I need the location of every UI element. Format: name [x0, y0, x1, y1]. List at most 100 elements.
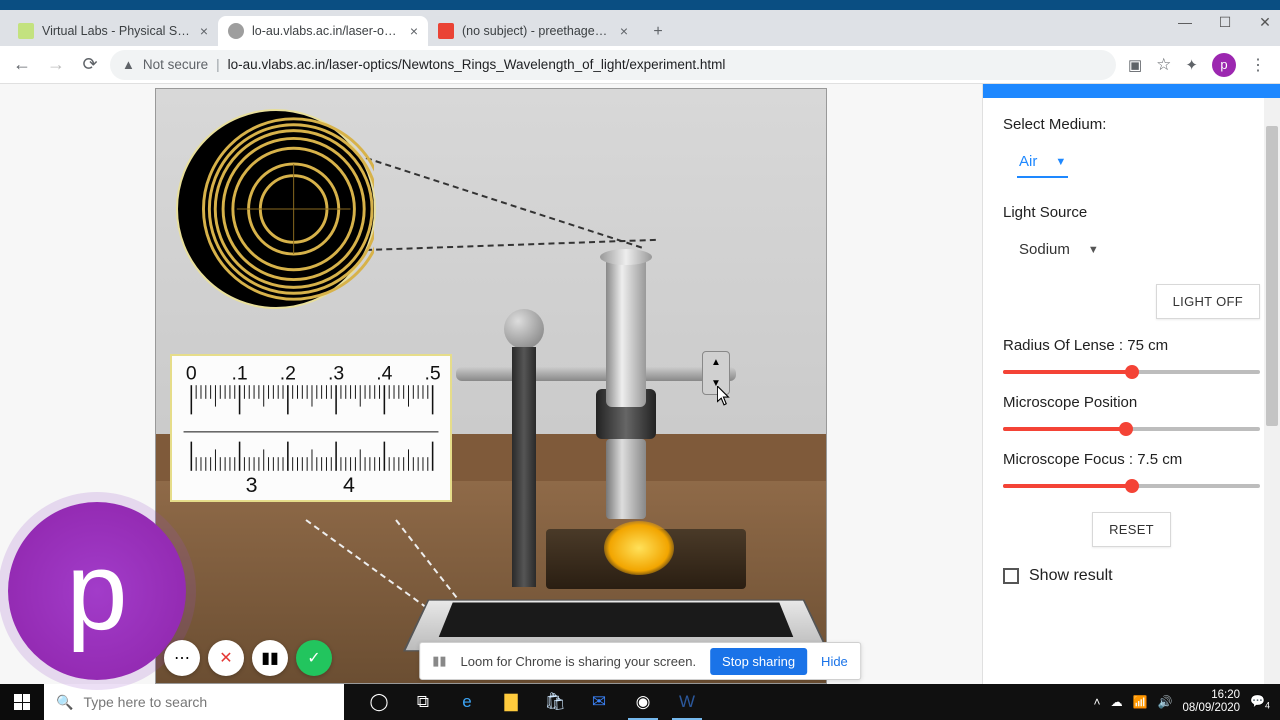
loom-pause-button[interactable]: ▮▮ [252, 640, 288, 676]
eyepiece-cap [600, 249, 652, 265]
microscope-apparatus: ▲▼ [456, 239, 816, 679]
panel-scrollbar[interactable] [1264, 98, 1280, 684]
tab-label: lo-au.vlabs.ac.in/laser-optics/Ne… [252, 24, 402, 38]
bookmark-icon[interactable]: ☆ [1156, 55, 1171, 75]
close-icon[interactable]: × [200, 23, 208, 39]
screen-share-bar: ▮▮ Loom for Chrome is sharing your scree… [419, 642, 861, 680]
svg-text:.1: .1 [231, 362, 247, 384]
favicon-icon [18, 23, 34, 39]
focus-slider[interactable] [1003, 484, 1260, 488]
window-minimize[interactable]: — [1176, 14, 1194, 31]
svg-text:.5: .5 [425, 362, 441, 384]
reset-button[interactable]: RESET [1092, 512, 1171, 547]
svg-text:0: 0 [186, 362, 197, 384]
svg-text:.2: .2 [280, 362, 296, 384]
window-close[interactable]: ✕ [1256, 14, 1274, 31]
profile-avatar[interactable]: p [1212, 53, 1236, 77]
loom-done-button[interactable]: ✓ [296, 640, 332, 676]
light-source-label: Light Source [1003, 204, 1260, 221]
chrome-icon[interactable]: ◉ [622, 684, 664, 720]
start-button[interactable] [0, 684, 44, 720]
base-track [439, 602, 794, 636]
reload-button[interactable]: ⟳ [76, 51, 104, 79]
focus-arrow-control[interactable]: ▲▼ [702, 351, 730, 395]
tray-onedrive-icon[interactable]: ☁ [1111, 695, 1123, 709]
window-controls: — ☐ ✕ [1176, 14, 1274, 31]
menu-icon[interactable]: ⋮ [1250, 55, 1266, 75]
url-text: lo-au.vlabs.ac.in/laser-optics/Newtons_R… [228, 57, 726, 72]
toolbar-actions: ▣ ☆ ✦ p ⋮ [1122, 53, 1272, 77]
radius-slider[interactable] [1003, 370, 1260, 374]
tab-virtual-labs[interactable]: Virtual Labs - Physical Sciences × [8, 16, 218, 46]
medium-value: Air [1019, 153, 1037, 170]
tray-volume-icon[interactable]: 🔊 [1158, 695, 1173, 709]
svg-text:.3: .3 [328, 362, 344, 384]
position-slider[interactable] [1003, 427, 1260, 431]
vernier-scale: 0 .1 .2 .3 .4 .5 3 4 [170, 354, 452, 502]
tab-strip: Virtual Labs - Physical Sciences × lo-au… [0, 10, 1280, 46]
show-result-label: Show result [1029, 567, 1113, 585]
radius-label: Radius Of Lense : 75 cm [1003, 337, 1260, 354]
address-bar[interactable]: ▲ Not secure | lo-au.vlabs.ac.in/laser-o… [110, 50, 1116, 80]
tray-chevron-icon[interactable]: ˄ [1094, 695, 1101, 709]
window-maximize[interactable]: ☐ [1216, 14, 1234, 31]
scrollbar-thumb[interactable] [1266, 126, 1278, 426]
simulation-canvas[interactable]: 0 .1 .2 .3 .4 .5 3 4 ▲▼ [155, 88, 827, 684]
new-tab-button[interactable]: + [644, 18, 672, 46]
taskbar-apps: ◯ ⧉ e ▇ 🛍 ✉ ◉ W [358, 684, 708, 720]
light-toggle-button[interactable]: LIGHT OFF [1156, 284, 1260, 319]
svg-text:3: 3 [246, 473, 258, 497]
page-content: 0 .1 .2 .3 .4 .5 3 4 ▲▼ [0, 84, 1280, 684]
windows-icon [14, 694, 30, 710]
sodium-light-spot [604, 521, 674, 575]
forward-button[interactable]: → [42, 51, 70, 79]
medium-label: Select Medium: [1003, 116, 1260, 133]
hide-share-bar-button[interactable]: Hide [821, 654, 848, 669]
globe-icon [228, 23, 244, 39]
browser-toolbar: ← → ⟳ ▲ Not secure | lo-au.vlabs.ac.in/l… [0, 46, 1280, 84]
show-result-checkbox[interactable] [1003, 568, 1019, 584]
light-source-value: Sodium [1019, 241, 1070, 258]
extensions-icon[interactable]: ✦ [1185, 56, 1198, 74]
eyepiece-tube [606, 257, 646, 407]
tab-label: (no subject) - preethageoti@gm… [462, 24, 612, 38]
chevron-down-icon: ▼ [1088, 244, 1099, 256]
svg-text:.4: .4 [376, 362, 392, 384]
adjust-knob[interactable] [504, 309, 544, 349]
gmail-icon [438, 23, 454, 39]
tray-wifi-icon[interactable]: 📶 [1133, 695, 1148, 709]
word-icon[interactable]: W [666, 684, 708, 720]
tab-gmail[interactable]: (no subject) - preethageoti@gm… × [428, 16, 638, 46]
svg-text:4: 4 [343, 473, 355, 497]
cortana-icon[interactable]: ◯ [358, 684, 400, 720]
loom-presenter-avatar[interactable]: p [8, 502, 186, 680]
controls-panel: Select Medium: Air ▼ Light Source Sodium… [982, 84, 1280, 684]
system-tray: ˄ ☁ 📶 🔊 16:20 08/09/2020 💬4 [1084, 689, 1280, 715]
cast-icon[interactable]: ▣ [1128, 56, 1142, 74]
focus-label: Microscope Focus : 7.5 cm [1003, 451, 1260, 468]
explorer-icon[interactable]: ▇ [490, 684, 532, 720]
task-view-icon[interactable]: ⧉ [402, 684, 444, 720]
stop-sharing-button[interactable]: Stop sharing [710, 648, 807, 675]
position-label: Microscope Position [1003, 394, 1260, 411]
panel-header-bar [983, 84, 1280, 98]
taskbar-clock[interactable]: 16:20 08/09/2020 [1182, 689, 1240, 715]
edge-icon[interactable]: e [446, 684, 488, 720]
loom-cancel-button[interactable]: ✕ [208, 640, 244, 676]
close-icon[interactable]: × [620, 23, 628, 39]
share-message: Loom for Chrome is sharing your screen. [461, 654, 697, 669]
window-titlebar [0, 0, 1280, 10]
store-icon[interactable]: 🛍 [534, 684, 576, 720]
back-button[interactable]: ← [8, 51, 36, 79]
not-secure-label: Not secure [143, 57, 208, 72]
support-pillar [512, 347, 536, 587]
close-icon[interactable]: × [410, 23, 418, 39]
taskbar-search[interactable]: 🔍 Type here to search [44, 684, 344, 720]
notifications-icon[interactable]: 💬4 [1250, 694, 1270, 710]
light-source-dropdown[interactable]: Sodium ▼ [1017, 237, 1101, 264]
mail-icon[interactable]: ✉ [578, 684, 620, 720]
tab-experiment[interactable]: lo-au.vlabs.ac.in/laser-optics/Ne… × [218, 16, 428, 46]
share-pause-icon: ▮▮ [432, 653, 446, 669]
medium-dropdown[interactable]: Air ▼ [1017, 149, 1068, 178]
loom-more-button[interactable]: ⋯ [164, 640, 200, 676]
